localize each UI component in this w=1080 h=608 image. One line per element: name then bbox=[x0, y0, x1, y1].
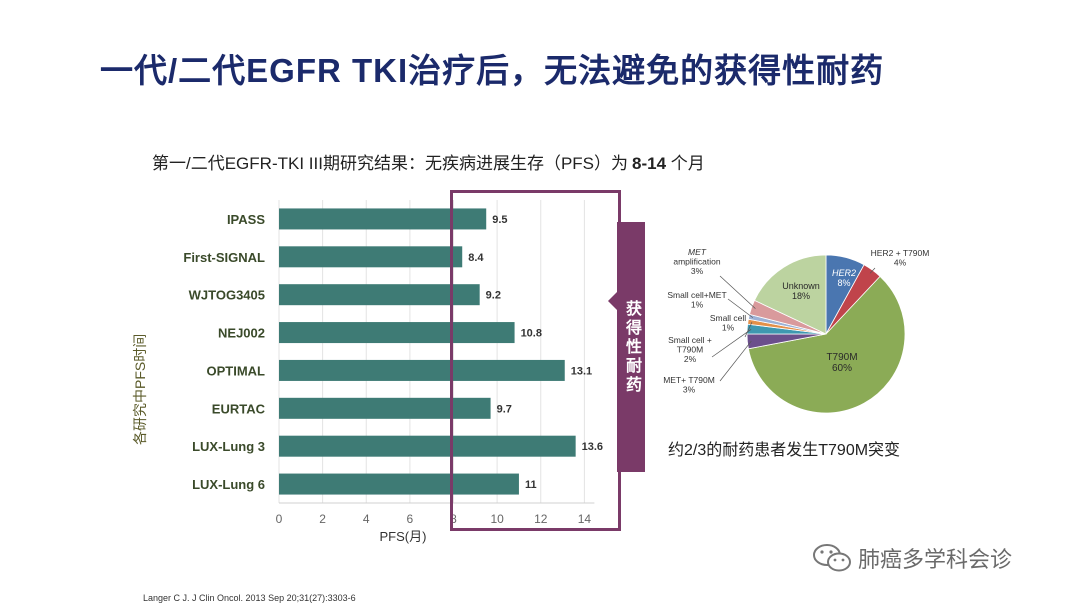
bar-chart-y-axis-label: 各研究中PFS时间 bbox=[132, 333, 148, 445]
pie-slice-label: HER2 + T790M 4% bbox=[871, 248, 930, 268]
bar-value-label: 11 bbox=[525, 479, 537, 491]
pfs-highlight-box bbox=[450, 190, 621, 531]
bar-value-label: 13.1 bbox=[571, 365, 592, 377]
acquired-resistance-tab: 获得性耐药 bbox=[617, 222, 645, 472]
x-tick-label: 8 bbox=[450, 512, 457, 526]
pie-leader-line bbox=[869, 267, 876, 274]
pie-slice-label: T790M 60% bbox=[826, 352, 857, 374]
subtitle-highlight: 8-14 bbox=[632, 154, 667, 173]
x-tick-label: 4 bbox=[363, 512, 370, 526]
pie-leader-line bbox=[727, 298, 754, 318]
watermark: 肺癌多学科会诊 bbox=[812, 542, 1012, 574]
citation: Langer C J. J Clin Oncol. 2013 Sep 20;31… bbox=[143, 593, 356, 603]
bar-category-label: IPASS bbox=[227, 212, 265, 227]
bar-value-label: 13.6 bbox=[582, 441, 603, 453]
pie-slice bbox=[747, 275, 906, 414]
x-tick-label: 14 bbox=[578, 512, 592, 526]
chart-subtitle: 第一/二代EGFR-TKI III期研究结果：无疾病进展生存（PFS）为 8-14… bbox=[152, 149, 705, 174]
acquired-resistance-label: 获得性耐药 bbox=[623, 299, 640, 395]
wechat-icon bbox=[813, 544, 851, 572]
subtitle-suffix: 个月 bbox=[666, 154, 705, 173]
bar bbox=[279, 246, 463, 268]
watermark-text: 肺癌多学科会诊 bbox=[858, 547, 1013, 572]
bar bbox=[279, 322, 515, 344]
bar-value-label: 9.2 bbox=[486, 290, 501, 302]
bar-category-label: LUX-Lung 3 bbox=[192, 439, 265, 454]
pie-leader-line bbox=[719, 275, 756, 309]
pie-slice-label: Small cell+MET 1% bbox=[667, 290, 726, 310]
bar-category-label: NEJ002 bbox=[218, 326, 265, 341]
bar bbox=[279, 208, 487, 230]
pie-slice-label: MET+ T790M 3% bbox=[663, 375, 715, 395]
pie-leader-line bbox=[711, 329, 752, 358]
bar bbox=[279, 284, 480, 306]
x-tick-label: 10 bbox=[490, 512, 504, 526]
bar-category-label: OPTIMAL bbox=[207, 363, 266, 378]
bar bbox=[279, 359, 565, 381]
bar bbox=[279, 473, 519, 495]
x-tick-label: 2 bbox=[319, 512, 326, 526]
bar-chart-x-axis-label: PFS(月) bbox=[380, 529, 427, 544]
bar-value-label: 9.7 bbox=[497, 403, 512, 415]
subtitle-text: 第一/二代EGFR-TKI III期研究结果：无疾病进展生存（PFS）为 bbox=[152, 154, 629, 173]
bar-category-label: WJTOG3405 bbox=[189, 288, 265, 303]
bar-category-label: LUX-Lung 6 bbox=[192, 477, 265, 492]
bar bbox=[279, 435, 576, 457]
highlight-tab-notch bbox=[608, 292, 617, 310]
bar-category-label: First-SIGNAL bbox=[183, 250, 265, 265]
x-tick-label: 12 bbox=[534, 512, 548, 526]
bar-category-label: EURTAC bbox=[212, 401, 266, 416]
pie-slice bbox=[753, 254, 827, 335]
bar-value-label: 10.8 bbox=[521, 328, 542, 340]
pie-slice-label: HER2 8% bbox=[832, 268, 856, 288]
bar-value-label: 9.5 bbox=[492, 214, 507, 226]
pie-slice-label: Unknown 18% bbox=[782, 281, 820, 301]
slide-title: 一代/二代EGFR TKI治疗后，无法避免的获得性耐药 bbox=[100, 52, 885, 89]
pie-caption: 约2/3的耐药患者发生T790M突变 bbox=[668, 442, 901, 459]
x-tick-label: 0 bbox=[276, 512, 283, 526]
pie-slice-label: Small cell 1% bbox=[710, 313, 746, 333]
pie-slice-label: Small cell + T790M 2% bbox=[668, 335, 712, 364]
bar-value-label: 8.4 bbox=[468, 252, 484, 264]
x-tick-label: 6 bbox=[407, 512, 414, 526]
pie-slice-label: MET amplification 3% bbox=[673, 247, 721, 276]
pie-leader-line bbox=[719, 340, 752, 382]
bar bbox=[279, 397, 491, 419]
pie-leader-line bbox=[744, 322, 753, 338]
